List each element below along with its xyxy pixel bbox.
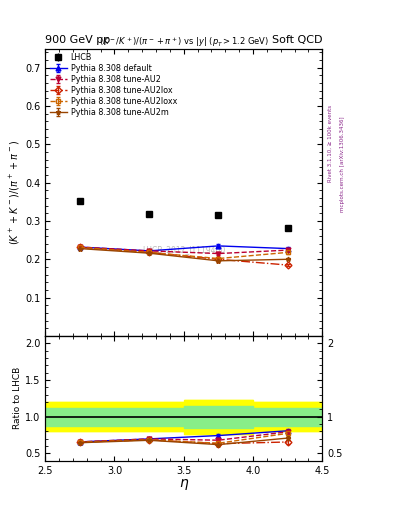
Text: Soft QCD: Soft QCD [272, 35, 322, 45]
Text: Rivet 3.1.10, ≥ 100k events: Rivet 3.1.10, ≥ 100k events [328, 105, 333, 182]
X-axis label: $\eta$: $\eta$ [178, 477, 189, 492]
Text: 900 GeV pp: 900 GeV pp [45, 35, 110, 45]
Y-axis label: $(K^+ + K^-)/(\pi^++ \pi^-)$: $(K^+ + K^-)/(\pi^++ \pi^-)$ [8, 140, 22, 245]
Text: LHCB_2012_I1119400: LHCB_2012_I1119400 [142, 245, 225, 254]
Title: $(K^-/K^+)/(\pi^-+\pi^+)$ vs $|y|$ $(p_T > 1.2$ GeV$)$: $(K^-/K^+)/(\pi^-+\pi^+)$ vs $|y|$ $(p_T… [99, 35, 269, 49]
Legend: LHCB, Pythia 8.308 default, Pythia 8.308 tune-AU2, Pythia 8.308 tune-AU2lox, Pyt: LHCB, Pythia 8.308 default, Pythia 8.308… [48, 52, 178, 119]
Y-axis label: Ratio to LHCB: Ratio to LHCB [13, 367, 22, 430]
Text: mcplots.cern.ch [arXiv:1306.3436]: mcplots.cern.ch [arXiv:1306.3436] [340, 116, 345, 211]
